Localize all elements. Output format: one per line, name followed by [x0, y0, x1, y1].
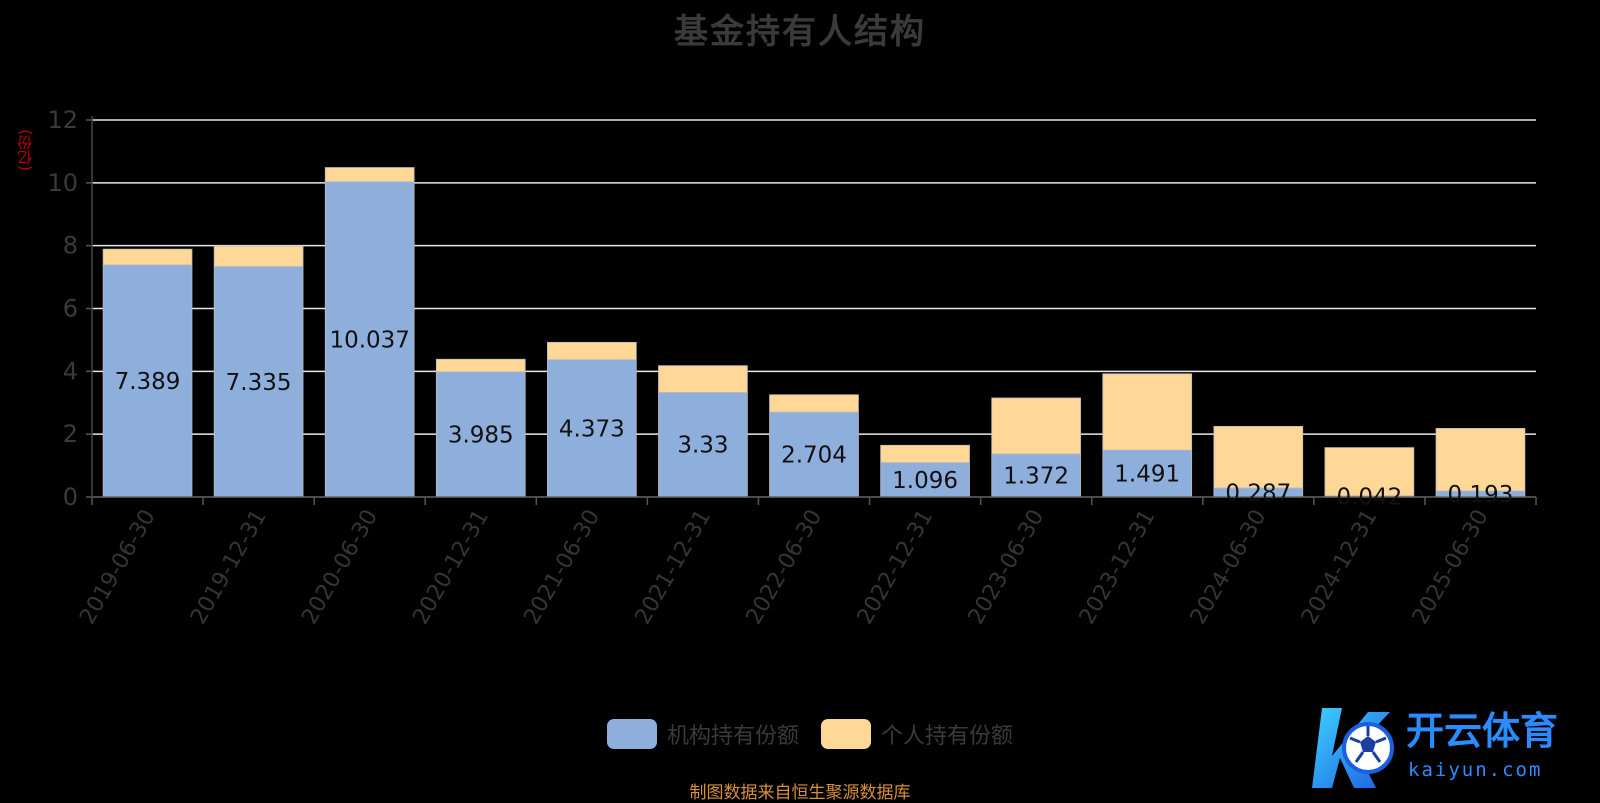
y-tick-label-2: 2 [63, 420, 78, 448]
bar-individual-2019-12-31 [213, 245, 304, 267]
bar-institution-2023-06-30 [991, 453, 1081, 498]
bar-individual-2022-12-31 [880, 444, 970, 463]
x-tick-label-2019-06-30: 2019-06-30 [75, 506, 161, 629]
watermark-domain-text: kaiyun.com [1408, 759, 1542, 781]
bar-individual-2024-06-30 [1213, 426, 1304, 489]
legend-label-institution: 机构持有份额 [666, 724, 799, 749]
y-tick-label-10: 10 [47, 169, 78, 197]
data-label-2021-06-30: 4.373 [559, 416, 625, 442]
legend-item-individual[interactable]: 个人持有份额 [821, 718, 1013, 750]
data-label-2020-06-30: 10.037 [329, 327, 409, 353]
bar-institution-2021-06-30 [547, 359, 637, 498]
bar-individual-2019-06-30 [102, 248, 193, 266]
kaiyun-logo-watermark: 开云体育 kaiyun.com [1312, 708, 1558, 788]
bar-individual-2021-06-30 [547, 341, 637, 361]
legend: 机构持有份额 个人持有份额 [0, 718, 1600, 750]
bar-individual-2025-06-30 [1435, 428, 1526, 492]
bar-institution-2022-06-30 [769, 411, 859, 498]
x-tick-label-2022-12-31: 2022-12-31 [853, 506, 939, 629]
bar-individual-2020-06-30 [324, 167, 415, 183]
bar-institution-2022-12-31 [880, 462, 970, 498]
y-tick-label-0: 0 [63, 483, 78, 511]
bar-individual-2022-06-30 [769, 394, 859, 413]
data-label-2020-12-31: 3.985 [448, 422, 514, 448]
bar-institution-2020-06-30 [324, 181, 415, 498]
y-tick-label-8: 8 [63, 232, 78, 260]
x-tick-label-2024-06-30: 2024-06-30 [1186, 506, 1272, 629]
data-label-2022-12-31: 1.096 [892, 468, 958, 494]
bar-institution-2019-12-31 [213, 266, 304, 498]
bars [102, 167, 1526, 498]
data-label-2024-06-30: 0.287 [1225, 480, 1291, 506]
legend-item-institution[interactable]: 机构持有份额 [606, 718, 799, 750]
bar-individual-2021-12-31 [658, 365, 748, 393]
x-tick-label-2021-12-31: 2021-12-31 [631, 506, 717, 629]
data-labels: 7.389 7.335 10.037 3.985 4.373 3.33 2.704 1.096… [115, 327, 1514, 510]
data-label-2023-12-31: 1.491 [1114, 462, 1180, 488]
data-label-2019-06-30: 7.389 [115, 369, 181, 395]
bar-institution-2019-06-30 [102, 264, 193, 498]
data-source-note: 制图数据来自恒生聚源数据库 [689, 783, 911, 803]
bar-individual-2023-06-30 [991, 397, 1081, 455]
x-tick-label-2020-06-30: 2020-06-30 [297, 506, 383, 629]
data-label-2023-06-30: 1.372 [1003, 463, 1069, 489]
x-tick-label-2022-06-30: 2022-06-30 [742, 506, 828, 629]
watermark-brand-text: 开云体育 [1406, 709, 1558, 753]
data-label-2019-12-31: 7.335 [226, 370, 292, 396]
x-tick-label-2019-12-31: 2019-12-31 [186, 506, 272, 629]
data-label-2022-06-30: 2.704 [781, 443, 847, 469]
legend-label-individual: 个人持有份额 [881, 724, 1014, 749]
bar-institution-2023-12-31 [1102, 449, 1193, 498]
grid-lines [92, 119, 1536, 435]
data-label-2024-12-31: 0.042 [1336, 484, 1402, 510]
bar-institution-2020-12-31 [435, 371, 526, 498]
x-tick-label-2021-06-30: 2021-06-30 [519, 506, 605, 629]
x-tick-label-2024-12-31: 2024-12-31 [1297, 506, 1383, 629]
x-tick-label-2025-06-30: 2025-06-30 [1408, 506, 1494, 629]
x-tick-label-2023-06-30: 2023-06-30 [964, 506, 1050, 629]
y-tick-label-6: 6 [63, 295, 78, 323]
chart-title: 基金持有人结构 [674, 12, 926, 52]
legend-swatch-individual [821, 719, 871, 749]
legend-swatch-institution [606, 719, 657, 749]
x-tick-label-2020-12-31: 2020-12-31 [408, 506, 494, 629]
data-label-2021-12-31: 3.33 [677, 433, 728, 459]
bar-institution-2021-12-31 [658, 391, 748, 498]
bar-individual-2024-12-31 [1324, 447, 1415, 497]
data-label-2025-06-30: 0.193 [1448, 482, 1514, 508]
x-tick-label-2023-12-31: 2023-12-31 [1075, 506, 1161, 629]
bar-individual-2020-12-31 [435, 358, 526, 373]
bar-individual-2023-12-31 [1102, 373, 1193, 451]
y-tick-label-12: 12 [47, 106, 78, 134]
y-tick-label-4: 4 [63, 357, 78, 385]
